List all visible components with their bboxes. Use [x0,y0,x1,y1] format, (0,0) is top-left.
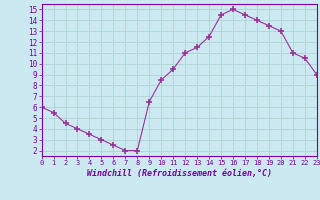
X-axis label: Windchill (Refroidissement éolien,°C): Windchill (Refroidissement éolien,°C) [87,169,272,178]
